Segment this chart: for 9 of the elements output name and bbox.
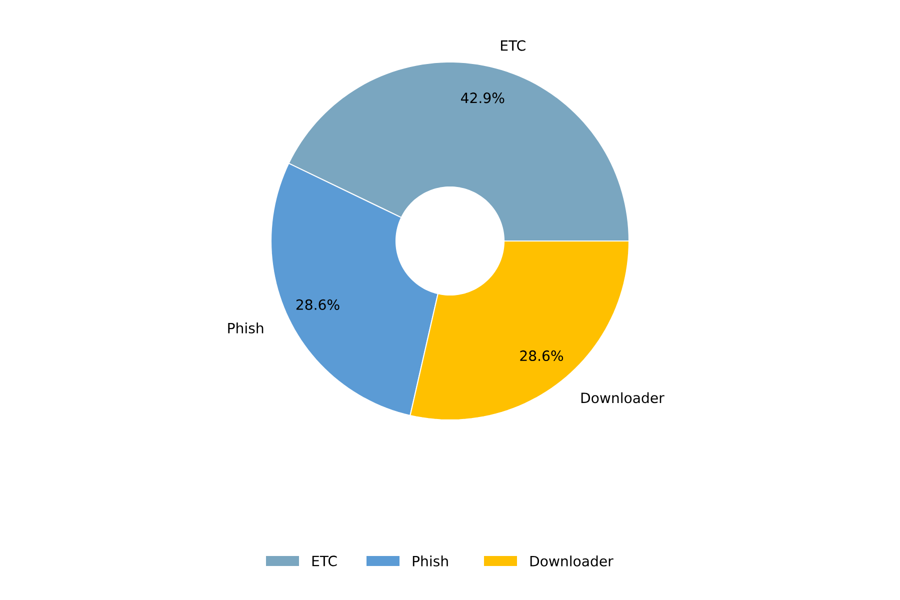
- slice-label: Phish: [228, 322, 264, 334]
- legend-label: Downloader: [530, 556, 614, 566]
- slice-label: Downloader: [581, 392, 664, 404]
- legend-label: Phish: [412, 556, 448, 566]
- slice-label: ETC: [501, 40, 526, 51]
- data-label: 28.6%: [520, 350, 564, 362]
- data-label: 28.6%: [296, 299, 340, 310]
- legend-label: ETC: [312, 556, 337, 566]
- data-label: 42.9%: [461, 92, 504, 104]
